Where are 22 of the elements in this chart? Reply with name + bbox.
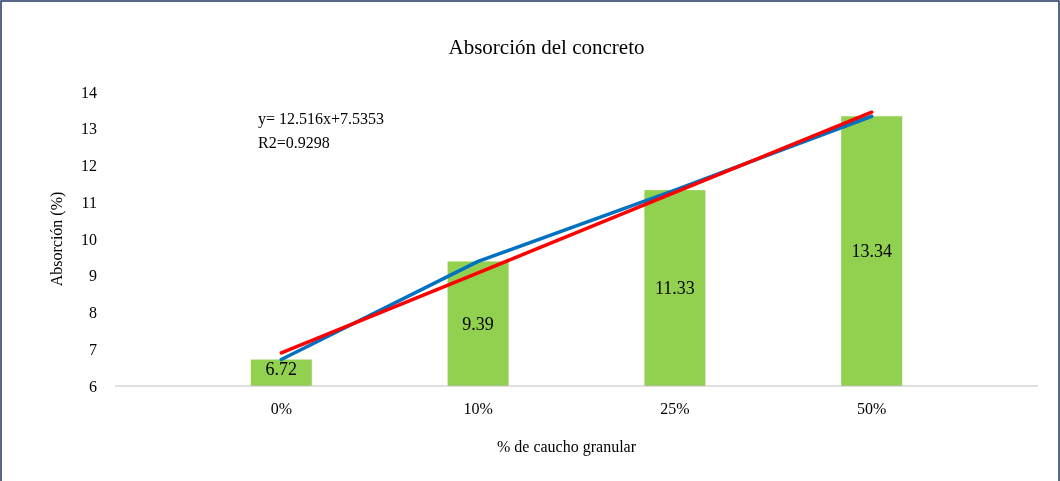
data-label: 6.72 [265,358,298,379]
y-tick-label: 6 [89,377,97,395]
x-tick-label: 50% [857,400,887,417]
data-label: 13.34 [851,241,892,262]
y-tick-label: 9 [89,267,97,285]
x-tick-label: 25% [660,400,690,417]
y-axis-title: Absorción (%) [48,191,66,287]
y-tick-label: 8 [89,304,97,322]
y-tick-label: 7 [89,340,97,358]
data-label: 9.39 [462,314,494,335]
y-tick-label: 13 [81,120,97,138]
x-tick-label: 0% [270,400,292,417]
annotation: R2=0.9298 [258,134,330,151]
y-tick-label: 14 [81,83,97,101]
x-tick-label: 10% [463,400,493,417]
y-tick-label: 11 [81,193,97,211]
x-axis-title: % de caucho granular [496,438,637,456]
chart-title: Absorción del concreto [448,35,645,59]
y-tick-label: 10 [81,230,97,248]
annotation: y= 12.516x+7.5353 [258,110,385,128]
y-tick-label: 12 [81,157,97,175]
data-label: 11.33 [654,278,695,299]
